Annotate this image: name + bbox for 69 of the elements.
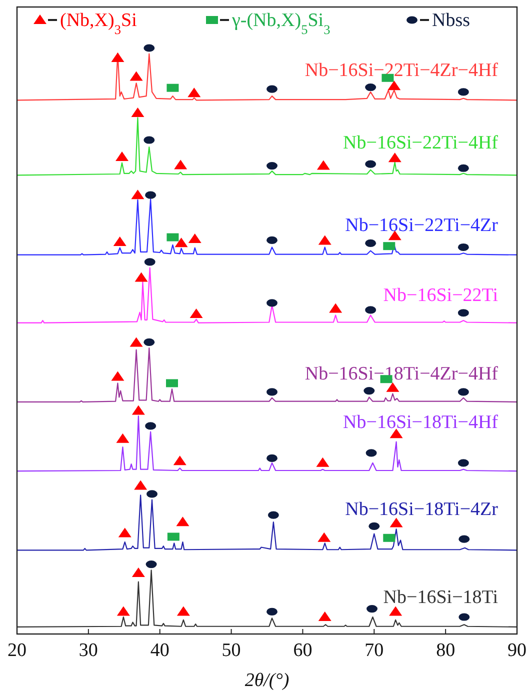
point [316,160,330,170]
x-tick-label: 80 [436,640,456,661]
x-tick-label: 70 [364,640,384,661]
series-label: Nb−16Si−22Ti [383,285,498,306]
x-tick-label: 50 [222,640,241,661]
point [130,71,143,81]
series-label: Nb−16Si−18Ti−4Zr [345,499,499,520]
x-tick-label: 60 [293,640,312,661]
point [118,528,132,538]
point [173,456,186,466]
x-tick-label: 90 [508,640,526,661]
point [318,612,332,622]
point [390,518,403,528]
x-tick-label: 20 [8,640,26,661]
point [390,428,403,438]
point [113,236,126,246]
point [266,608,278,616]
series-label: Nb−16Si−22Ti−4Zr−4Hf [304,60,499,82]
point [116,151,128,161]
point [188,234,202,244]
x-axis-title: 2θ/(°) [244,670,290,691]
point [266,454,278,462]
point [389,606,402,616]
point [132,405,145,415]
point [146,560,157,568]
point [266,85,278,93]
point [388,80,401,90]
point [111,52,124,62]
point [116,606,130,616]
point [366,605,378,613]
point [134,480,148,490]
point [316,457,330,467]
point [146,490,158,498]
point [130,337,143,347]
text: γ-(Nb,X)$_{5}$Si$_{3}$ [231,10,331,36]
point [266,299,278,307]
point [388,152,402,162]
point [266,236,278,244]
point [111,371,124,381]
series-label: Nb−16Si−22Ti−4Zr [345,214,499,236]
point [174,160,188,170]
point [131,108,144,118]
point [266,388,278,396]
point [188,88,201,98]
point [116,433,130,443]
point [131,190,144,200]
point [386,382,400,392]
point [134,272,148,282]
point [166,379,178,388]
series-label: Nb−16Si−18Ti−4Zr−4Hf [304,364,499,385]
text: Nbss [432,10,470,31]
point [266,162,278,170]
point [174,238,188,248]
point [132,568,145,578]
series-label: (Nb,X)$_{3}$Si [60,10,137,36]
point [329,303,342,313]
point [318,235,332,245]
point [365,83,376,92]
point [176,606,190,616]
series-label: Nb−16Si−22Ti−4Hf [343,132,499,154]
point [318,532,331,542]
series-label: Nb−16Si−18Ti [383,587,498,608]
series-label: Nb−16Si−18Ti−4Hf [343,412,499,433]
point [388,230,402,240]
point [458,243,469,252]
point [176,516,190,526]
x-tick-label: 30 [78,640,98,661]
point [190,308,203,318]
x-tick-label: 40 [150,640,170,661]
